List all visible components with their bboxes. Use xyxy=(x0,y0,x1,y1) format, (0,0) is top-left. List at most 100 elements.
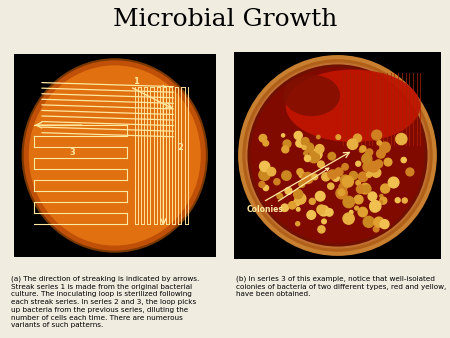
Ellipse shape xyxy=(29,65,201,246)
Circle shape xyxy=(296,140,303,147)
Ellipse shape xyxy=(251,68,424,243)
Circle shape xyxy=(307,211,315,219)
Circle shape xyxy=(360,184,370,194)
Circle shape xyxy=(374,226,379,232)
Circle shape xyxy=(381,184,390,193)
Circle shape xyxy=(259,182,265,187)
Circle shape xyxy=(281,204,288,212)
Circle shape xyxy=(315,145,324,153)
Circle shape xyxy=(325,209,333,216)
Text: (a) The direction of streaking is indicated by arrows.
Streak series 1 is made f: (a) The direction of streaking is indica… xyxy=(11,275,199,329)
Circle shape xyxy=(402,198,407,203)
Circle shape xyxy=(368,192,377,201)
Circle shape xyxy=(322,173,330,181)
Circle shape xyxy=(282,134,285,137)
Ellipse shape xyxy=(286,70,420,142)
Circle shape xyxy=(282,171,291,180)
Circle shape xyxy=(283,140,291,148)
Circle shape xyxy=(370,203,379,212)
Circle shape xyxy=(374,132,380,138)
Circle shape xyxy=(372,168,381,177)
Circle shape xyxy=(336,135,341,139)
Circle shape xyxy=(339,183,347,191)
Circle shape xyxy=(343,213,354,224)
Circle shape xyxy=(367,172,372,177)
Circle shape xyxy=(328,183,334,189)
Circle shape xyxy=(406,168,414,176)
Circle shape xyxy=(317,205,326,214)
Circle shape xyxy=(362,154,372,164)
Circle shape xyxy=(342,176,353,187)
Circle shape xyxy=(360,146,366,152)
Circle shape xyxy=(379,201,382,204)
Circle shape xyxy=(377,141,382,145)
Circle shape xyxy=(297,208,300,211)
Circle shape xyxy=(259,135,267,142)
Circle shape xyxy=(380,142,390,152)
Circle shape xyxy=(380,194,383,197)
Circle shape xyxy=(267,167,276,176)
Circle shape xyxy=(356,180,360,185)
Circle shape xyxy=(332,174,339,181)
Circle shape xyxy=(340,175,350,185)
Circle shape xyxy=(285,188,292,194)
Text: 2: 2 xyxy=(177,143,184,152)
Text: Colonies: Colonies xyxy=(247,168,329,214)
Circle shape xyxy=(374,160,382,168)
Circle shape xyxy=(294,131,302,140)
Circle shape xyxy=(360,148,364,152)
Circle shape xyxy=(388,177,399,188)
Circle shape xyxy=(363,162,373,172)
Circle shape xyxy=(295,193,306,204)
Circle shape xyxy=(315,191,325,201)
Text: 1: 1 xyxy=(133,77,139,86)
Circle shape xyxy=(356,185,365,193)
Ellipse shape xyxy=(240,57,435,254)
Circle shape xyxy=(318,226,325,233)
Circle shape xyxy=(343,196,355,208)
Circle shape xyxy=(336,169,341,174)
Ellipse shape xyxy=(22,59,207,252)
Circle shape xyxy=(350,211,353,214)
Circle shape xyxy=(259,169,270,180)
Circle shape xyxy=(380,220,389,228)
Circle shape xyxy=(328,152,336,160)
Circle shape xyxy=(354,195,363,204)
Circle shape xyxy=(396,134,407,145)
Circle shape xyxy=(318,161,324,168)
Circle shape xyxy=(263,140,269,146)
Circle shape xyxy=(370,200,381,212)
Circle shape xyxy=(395,198,400,203)
Circle shape xyxy=(336,188,347,199)
Circle shape xyxy=(297,169,303,175)
Ellipse shape xyxy=(283,75,340,116)
Circle shape xyxy=(338,189,345,196)
Circle shape xyxy=(277,193,283,199)
Circle shape xyxy=(263,185,269,191)
Circle shape xyxy=(342,164,348,170)
Circle shape xyxy=(356,161,361,166)
Circle shape xyxy=(304,143,314,152)
Circle shape xyxy=(309,198,315,204)
Circle shape xyxy=(354,134,361,142)
Circle shape xyxy=(347,139,358,149)
Circle shape xyxy=(358,208,367,217)
Circle shape xyxy=(349,174,355,180)
Circle shape xyxy=(312,174,318,180)
Circle shape xyxy=(377,149,385,158)
Circle shape xyxy=(319,206,329,216)
Circle shape xyxy=(293,190,303,199)
Circle shape xyxy=(328,170,337,179)
Circle shape xyxy=(302,172,313,184)
Text: 3: 3 xyxy=(69,148,75,158)
Circle shape xyxy=(274,179,280,185)
Text: Microbial Growth: Microbial Growth xyxy=(113,8,337,31)
Circle shape xyxy=(304,151,308,155)
Circle shape xyxy=(374,217,384,227)
Ellipse shape xyxy=(247,63,428,248)
Circle shape xyxy=(358,172,368,182)
Text: (b) In series 3 of this example, notice that well-isolated
colonies of bacteria : (b) In series 3 of this example, notice … xyxy=(236,275,446,297)
Circle shape xyxy=(260,161,270,171)
Circle shape xyxy=(308,147,313,152)
Circle shape xyxy=(293,199,300,206)
